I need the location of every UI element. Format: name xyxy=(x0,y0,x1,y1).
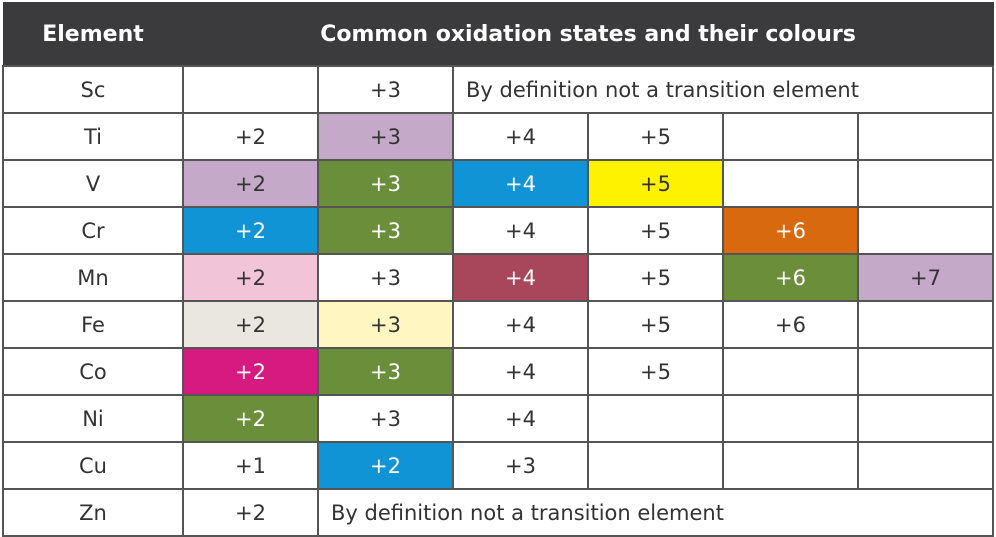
state-cell: +5 xyxy=(587,159,724,208)
element-cell: Ni xyxy=(2,394,184,443)
element-cell: Sc xyxy=(2,65,184,114)
state-cell: +2 xyxy=(182,112,319,161)
state-cell: +3 xyxy=(317,206,454,255)
table-row: Fe +2 +3 +4 +5 +6 xyxy=(2,300,995,349)
table-row: V +2 +3 +4 +5 xyxy=(2,159,995,208)
table-row: Co +2 +3 +4 +5 xyxy=(2,347,995,396)
state-cell: +5 xyxy=(587,206,724,255)
state-cell: +1 xyxy=(182,441,319,490)
state-cell: +6 xyxy=(722,253,859,302)
state-cell: +3 xyxy=(452,441,589,490)
state-cell: +5 xyxy=(587,253,724,302)
state-cell: +3 xyxy=(317,253,454,302)
state-cell: +3 xyxy=(317,300,454,349)
state-cell: +4 xyxy=(452,159,589,208)
state-cell: +7 xyxy=(856,253,995,302)
state-cell: +6 xyxy=(722,300,859,349)
state-cell: +2 xyxy=(182,159,319,208)
state-cell: By definition not a transition element xyxy=(316,488,995,537)
table-body: Sc +3 By definition not a transition eleme… xyxy=(2,65,995,537)
state-cell: +3 xyxy=(317,159,454,208)
empty-cell xyxy=(722,441,859,490)
header-row: Element Common oxidation states and thei… xyxy=(2,2,994,67)
empty-cell xyxy=(722,394,859,443)
empty-cell xyxy=(856,112,995,161)
header-element: Element xyxy=(2,2,184,67)
element-cell: Fe xyxy=(2,300,184,349)
state-cell: +3 xyxy=(317,65,454,114)
empty-cell xyxy=(856,206,995,255)
state-cell: +4 xyxy=(452,394,589,443)
state-cell: +3 xyxy=(317,112,454,161)
state-cell: +4 xyxy=(452,300,589,349)
state-cell: +4 xyxy=(452,112,589,161)
state-cell: By definition not a transition element xyxy=(451,65,995,114)
empty-cell xyxy=(856,300,995,349)
element-cell: Zn xyxy=(2,488,184,537)
empty-cell xyxy=(722,159,859,208)
empty-cell xyxy=(856,159,995,208)
element-cell: Cu xyxy=(2,441,184,490)
state-cell: +5 xyxy=(587,300,724,349)
state-cell: +2 xyxy=(182,347,319,396)
state-cell: +2 xyxy=(182,394,319,443)
state-cell: +3 xyxy=(317,347,454,396)
empty-cell xyxy=(587,394,724,443)
state-cell: +6 xyxy=(722,206,859,255)
table-row: Sc +3 By definition not a transition eleme… xyxy=(2,65,995,114)
table-row: Cr +2 +3 +4 +5 +6 xyxy=(2,206,995,255)
state-cell: +3 xyxy=(317,394,454,443)
empty-cell xyxy=(722,112,859,161)
state-cell: +2 xyxy=(182,488,319,537)
state-cell: +2 xyxy=(182,253,319,302)
state-cell: +4 xyxy=(452,206,589,255)
empty-cell xyxy=(856,441,995,490)
element-cell: Mn xyxy=(2,253,184,302)
state-cell: +4 xyxy=(452,347,589,396)
state-cell: +5 xyxy=(587,347,724,396)
table-row: Mn +2 +3 +4 +5 +6 +7 xyxy=(2,253,995,302)
empty-cell xyxy=(587,441,724,490)
table-row: Zn +2 By definition not a transition eleme… xyxy=(2,488,995,537)
header-states: Common oxidation states and their colour… xyxy=(182,2,994,67)
state-cell: +4 xyxy=(452,253,589,302)
table-row: Ni +2 +3 +4 xyxy=(2,394,995,443)
empty-cell xyxy=(722,347,859,396)
element-cell: Cr xyxy=(2,206,184,255)
state-cell: +2 xyxy=(182,206,319,255)
state-cell: +5 xyxy=(587,112,724,161)
state-cell: +2 xyxy=(182,300,319,349)
state-cell: +2 xyxy=(317,441,454,490)
element-cell: Co xyxy=(2,347,184,396)
element-cell: V xyxy=(2,159,184,208)
table-row: Cu +1 +2 +3 xyxy=(2,441,995,490)
empty-cell xyxy=(856,347,995,396)
table-row: Ti +2 +3 +4 +5 xyxy=(2,112,995,161)
empty-cell xyxy=(182,65,319,114)
empty-cell xyxy=(856,394,995,443)
element-cell: Ti xyxy=(2,112,184,161)
